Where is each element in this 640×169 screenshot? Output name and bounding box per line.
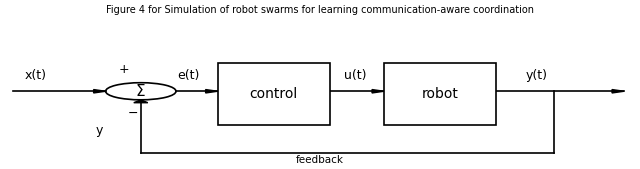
Text: Figure 4 for Simulation of robot swarms for learning communication-aware coordin: Figure 4 for Simulation of robot swarms … (106, 5, 534, 15)
Text: u(t): u(t) (344, 69, 367, 82)
Bar (384, 63, 496, 125)
Text: Σ: Σ (136, 84, 146, 99)
Polygon shape (205, 90, 218, 93)
Polygon shape (134, 100, 148, 103)
Text: control: control (250, 87, 298, 101)
Polygon shape (93, 90, 106, 93)
Text: y(t): y(t) (525, 69, 547, 82)
Text: +: + (118, 63, 129, 76)
Text: e(t): e(t) (178, 69, 200, 82)
Text: robot: robot (422, 87, 458, 101)
Polygon shape (612, 90, 624, 93)
Bar (218, 63, 330, 125)
Polygon shape (372, 90, 384, 93)
Text: x(t): x(t) (24, 69, 46, 82)
Text: feedback: feedback (296, 155, 344, 165)
Text: −: − (127, 106, 138, 119)
Text: y: y (95, 124, 103, 137)
